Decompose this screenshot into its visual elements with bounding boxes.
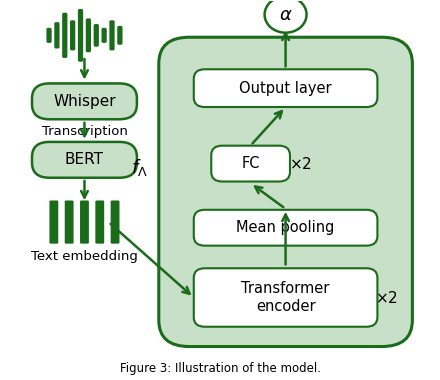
FancyBboxPatch shape — [54, 22, 59, 49]
Text: Transformer
encoder: Transformer encoder — [242, 281, 330, 314]
Text: $\times$2: $\times$2 — [375, 290, 398, 306]
FancyBboxPatch shape — [194, 210, 378, 245]
FancyBboxPatch shape — [79, 200, 90, 245]
Text: Mean pooling: Mean pooling — [236, 220, 335, 235]
FancyBboxPatch shape — [110, 200, 121, 245]
FancyBboxPatch shape — [64, 200, 75, 245]
Circle shape — [264, 0, 307, 33]
FancyBboxPatch shape — [32, 142, 137, 178]
Text: $\times$2: $\times$2 — [290, 155, 312, 172]
Text: Transcription: Transcription — [41, 125, 128, 138]
Text: BERT: BERT — [65, 152, 104, 167]
FancyBboxPatch shape — [86, 18, 91, 52]
Text: $f_\Lambda$: $f_\Lambda$ — [131, 157, 147, 178]
FancyBboxPatch shape — [32, 84, 137, 119]
Text: $\alpha$: $\alpha$ — [279, 6, 293, 24]
FancyBboxPatch shape — [159, 37, 412, 347]
Text: Figure 3: Illustration of the model.: Figure 3: Illustration of the model. — [120, 362, 320, 375]
FancyBboxPatch shape — [70, 20, 75, 51]
FancyBboxPatch shape — [194, 69, 378, 107]
Text: Whisper: Whisper — [53, 94, 116, 109]
Text: Text embedding: Text embedding — [31, 250, 138, 263]
FancyBboxPatch shape — [110, 20, 115, 51]
Text: FC: FC — [242, 156, 260, 171]
FancyBboxPatch shape — [194, 268, 378, 327]
FancyBboxPatch shape — [48, 200, 59, 245]
FancyBboxPatch shape — [211, 146, 290, 182]
FancyBboxPatch shape — [62, 13, 67, 58]
Text: Output layer: Output layer — [239, 81, 332, 96]
FancyBboxPatch shape — [47, 28, 51, 43]
FancyBboxPatch shape — [94, 200, 105, 245]
FancyBboxPatch shape — [117, 26, 122, 45]
FancyBboxPatch shape — [94, 24, 99, 47]
FancyBboxPatch shape — [102, 28, 107, 43]
FancyBboxPatch shape — [78, 9, 83, 62]
